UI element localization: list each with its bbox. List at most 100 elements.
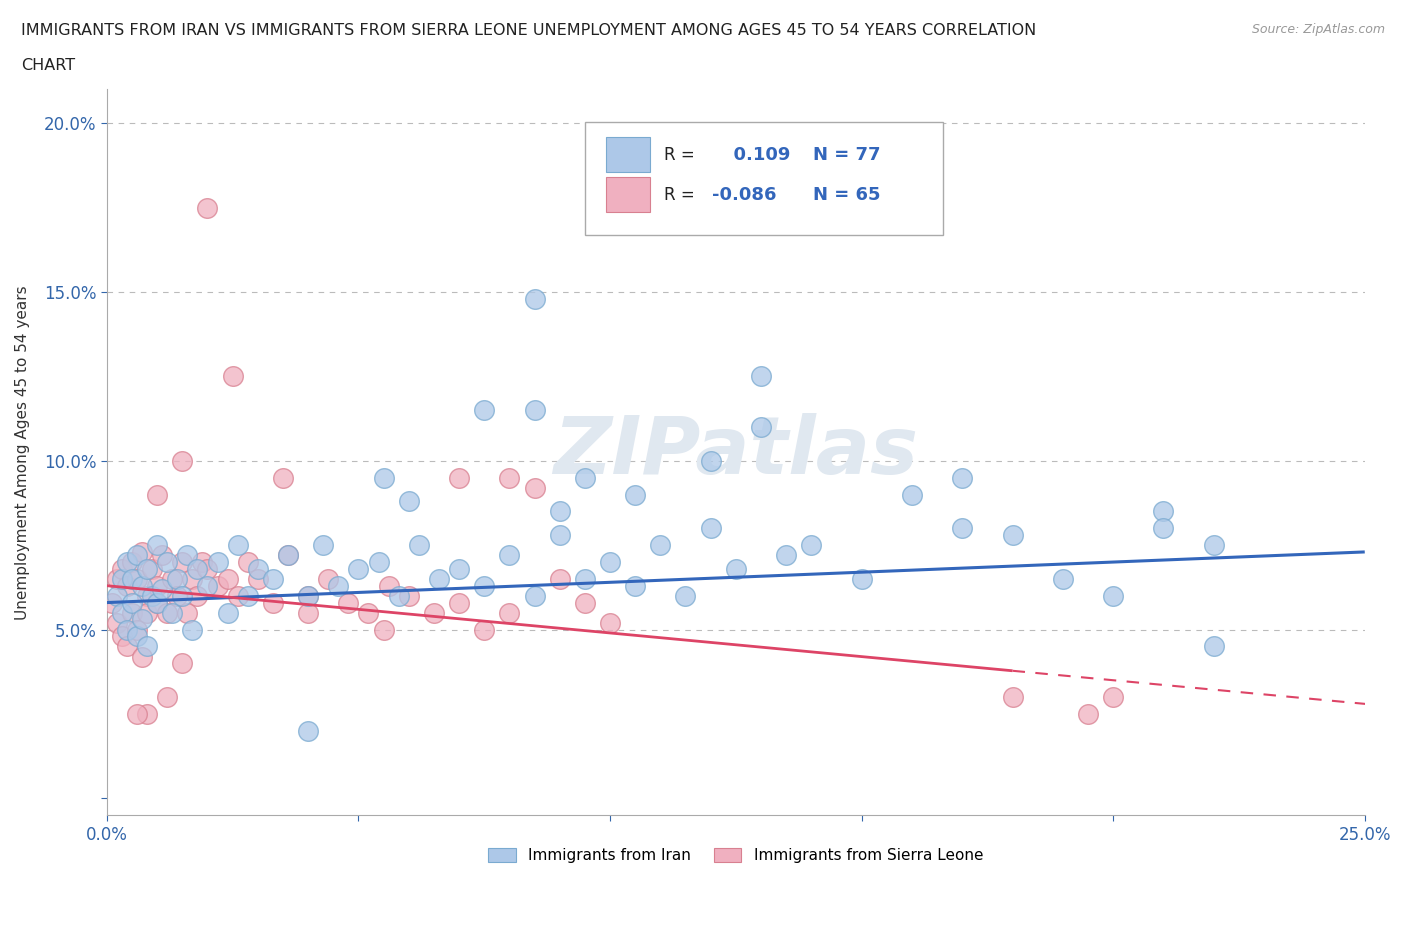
- Point: [1052, 572, 1074, 587]
- Point: [131, 544, 153, 559]
- Point: [548, 572, 571, 587]
- Text: Source: ZipAtlas.com: Source: ZipAtlas.com: [1251, 23, 1385, 36]
- Point: [191, 554, 214, 569]
- Point: [347, 562, 370, 577]
- Point: [156, 605, 179, 620]
- Point: [367, 554, 389, 569]
- Point: [156, 690, 179, 705]
- Point: [101, 595, 124, 610]
- Point: [131, 649, 153, 664]
- Point: [160, 572, 183, 587]
- Point: [472, 403, 495, 418]
- Point: [447, 471, 470, 485]
- Point: [388, 589, 411, 604]
- Point: [1153, 504, 1175, 519]
- Legend: Immigrants from Iran, Immigrants from Sierra Leone: Immigrants from Iran, Immigrants from Si…: [482, 842, 990, 870]
- Text: N = 77: N = 77: [813, 146, 880, 164]
- Point: [1077, 707, 1099, 722]
- Point: [312, 538, 335, 552]
- Point: [548, 504, 571, 519]
- Point: [277, 548, 299, 563]
- Y-axis label: Unemployment Among Ages 45 to 54 years: Unemployment Among Ages 45 to 54 years: [15, 285, 30, 619]
- Point: [599, 616, 621, 631]
- Point: [136, 707, 159, 722]
- Point: [408, 538, 430, 552]
- Point: [599, 554, 621, 569]
- Text: ZIPatlas: ZIPatlas: [554, 413, 918, 491]
- Point: [498, 471, 520, 485]
- Point: [427, 572, 450, 587]
- Point: [141, 562, 163, 577]
- Point: [775, 548, 797, 563]
- Text: R =: R =: [664, 186, 700, 204]
- Point: [1102, 589, 1125, 604]
- Point: [131, 578, 153, 593]
- Text: 0.109: 0.109: [721, 146, 790, 164]
- Point: [176, 548, 198, 563]
- Point: [447, 595, 470, 610]
- Point: [950, 521, 973, 536]
- Point: [1001, 690, 1024, 705]
- Point: [111, 605, 134, 620]
- Point: [146, 595, 169, 610]
- Point: [115, 622, 138, 637]
- Point: [398, 494, 420, 509]
- Point: [523, 291, 546, 306]
- Point: [950, 471, 973, 485]
- Point: [373, 471, 395, 485]
- Point: [246, 572, 269, 587]
- Point: [105, 572, 128, 587]
- Point: [166, 572, 188, 587]
- Point: [150, 581, 173, 596]
- Point: [1102, 690, 1125, 705]
- Point: [1001, 527, 1024, 542]
- Point: [156, 554, 179, 569]
- Point: [136, 562, 159, 577]
- Point: [447, 562, 470, 577]
- Point: [236, 554, 259, 569]
- Point: [176, 605, 198, 620]
- Point: [146, 487, 169, 502]
- Point: [111, 562, 134, 577]
- Point: [197, 562, 219, 577]
- Point: [699, 453, 721, 468]
- Point: [1202, 639, 1225, 654]
- Point: [136, 639, 159, 654]
- FancyBboxPatch shape: [606, 138, 650, 172]
- Point: [181, 622, 204, 637]
- Point: [115, 639, 138, 654]
- Point: [650, 538, 672, 552]
- Point: [262, 595, 284, 610]
- Point: [125, 629, 148, 644]
- Text: R =: R =: [664, 146, 700, 164]
- Point: [125, 572, 148, 587]
- Point: [262, 572, 284, 587]
- Point: [548, 527, 571, 542]
- Point: [125, 707, 148, 722]
- Point: [271, 471, 294, 485]
- Text: CHART: CHART: [21, 58, 75, 73]
- Point: [398, 589, 420, 604]
- Point: [724, 562, 747, 577]
- Point: [197, 200, 219, 215]
- Point: [1153, 521, 1175, 536]
- Point: [121, 605, 143, 620]
- Point: [166, 589, 188, 604]
- Point: [136, 605, 159, 620]
- Point: [297, 605, 319, 620]
- Point: [624, 487, 647, 502]
- Point: [111, 572, 134, 587]
- Point: [172, 656, 194, 671]
- Point: [523, 403, 546, 418]
- Point: [472, 622, 495, 637]
- Point: [423, 605, 446, 620]
- Point: [472, 578, 495, 593]
- Point: [800, 538, 823, 552]
- Point: [115, 554, 138, 569]
- Point: [221, 369, 243, 384]
- Point: [105, 616, 128, 631]
- Point: [574, 572, 596, 587]
- Point: [146, 538, 169, 552]
- Point: [749, 419, 772, 434]
- Point: [297, 724, 319, 738]
